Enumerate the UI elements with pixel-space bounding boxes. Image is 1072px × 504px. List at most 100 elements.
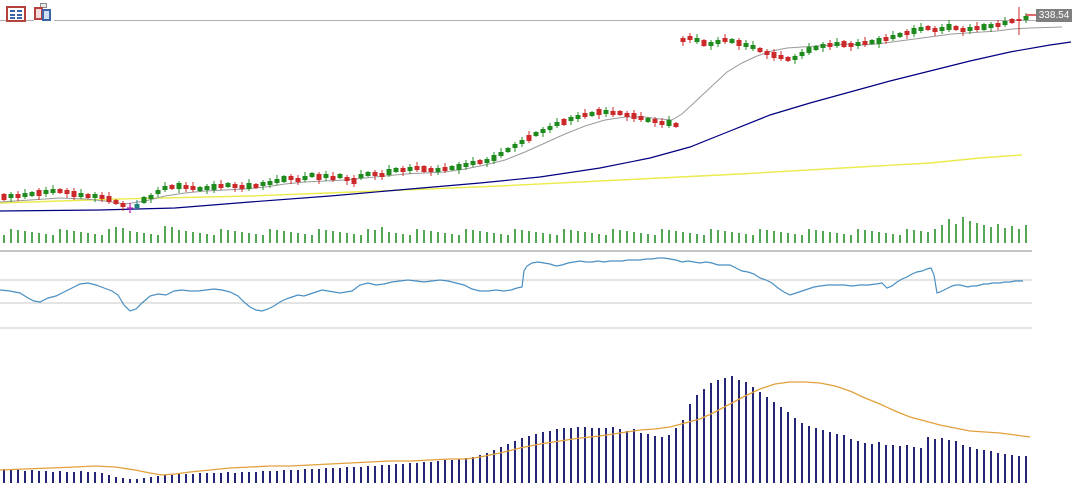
volume-bar — [472, 230, 474, 243]
volume-bar — [969, 221, 971, 243]
volume-bar — [430, 231, 432, 243]
volume-bar — [528, 231, 530, 243]
volume-bar — [962, 217, 964, 243]
volume-bar — [122, 228, 124, 243]
histogram-bar — [143, 478, 145, 483]
volume-bar — [885, 233, 887, 243]
histogram-bar — [906, 445, 908, 483]
candle-body — [36, 190, 42, 196]
candle-body — [267, 181, 273, 185]
candle-body — [456, 164, 462, 170]
histogram-bar — [73, 472, 75, 483]
candle-body — [134, 204, 140, 208]
histogram-bar — [500, 447, 502, 483]
histogram-bar — [451, 460, 453, 483]
histogram-bar — [528, 436, 530, 483]
volume-bar — [745, 234, 747, 243]
candle-body — [715, 40, 721, 44]
volume-bar — [192, 232, 194, 243]
histogram-bar — [892, 445, 894, 483]
volume-bar — [605, 235, 607, 243]
candle-body — [78, 193, 84, 197]
histogram-bar — [731, 376, 733, 483]
candle-body — [554, 122, 560, 126]
candle-body — [43, 190, 49, 194]
volume-bar — [143, 233, 145, 243]
volume-bar — [388, 232, 390, 243]
candle-body — [442, 167, 448, 171]
volume-bar — [227, 230, 229, 243]
volume-bar — [640, 233, 642, 243]
volume-bar — [570, 230, 572, 243]
histogram-bar — [486, 453, 488, 483]
candle-body — [743, 43, 749, 47]
histogram-bar — [388, 465, 390, 483]
fast-ma-line — [0, 26, 1063, 205]
candle-body — [708, 42, 714, 46]
long-ma-line — [0, 154, 1023, 204]
histogram-bar — [808, 426, 810, 483]
histogram-bar — [612, 427, 614, 483]
candle-body — [855, 42, 861, 46]
volume-bar — [675, 231, 677, 243]
histogram-bar — [794, 418, 796, 483]
signal-path — [0, 381, 1031, 476]
candle-body — [393, 168, 399, 172]
volume-bar — [549, 234, 551, 243]
grid-layer — [0, 250, 1032, 329]
histogram-bar — [927, 437, 929, 483]
volume-bar — [542, 233, 544, 243]
volume-bar — [507, 235, 509, 243]
chart-window-icon[interactable] — [34, 3, 54, 22]
candle-body — [575, 115, 581, 119]
candle-body — [918, 27, 924, 31]
volume-bar — [584, 232, 586, 243]
histogram-bar — [619, 429, 621, 483]
histogram-bar — [129, 479, 131, 483]
histogram-bar — [689, 404, 691, 483]
histogram-bar — [94, 472, 96, 483]
volume-bar — [395, 233, 397, 243]
histogram-bar — [164, 475, 166, 483]
candle-body — [50, 189, 56, 193]
data-table-icon[interactable] — [6, 6, 26, 22]
volume-bar — [724, 231, 726, 243]
volume-bar — [241, 232, 243, 243]
histogram-bar — [311, 469, 313, 483]
volume-bar — [24, 231, 26, 243]
histogram-bar — [941, 438, 943, 483]
volume-bar — [829, 232, 831, 243]
candle-body — [806, 47, 812, 53]
volume-bar — [710, 229, 712, 243]
volume-bar — [766, 230, 768, 243]
volume-bar — [248, 233, 250, 243]
candle-body — [190, 186, 196, 190]
histogram-bar — [878, 442, 880, 483]
candle-body — [246, 183, 252, 189]
volume-bar — [38, 233, 40, 243]
candle-body — [281, 176, 287, 182]
volume-bar — [668, 230, 670, 243]
histogram-bar — [738, 380, 740, 483]
histogram-bar — [381, 465, 383, 483]
candle-body — [386, 169, 392, 175]
histogram-bar — [773, 402, 775, 483]
volume-bar — [836, 233, 838, 243]
histogram-bar — [717, 380, 719, 483]
candle-body — [834, 42, 840, 46]
candle-body — [316, 174, 322, 180]
candle-body — [183, 185, 189, 189]
histogram-bar — [752, 387, 754, 483]
histogram-bar — [696, 395, 698, 483]
candle-body — [1016, 19, 1022, 21]
candle-body — [533, 132, 539, 136]
histogram-bar — [395, 464, 397, 483]
volume-bar — [234, 231, 236, 243]
histogram-bar — [171, 475, 173, 483]
volume-bar — [598, 234, 600, 243]
volume-bar — [297, 233, 299, 243]
histogram-bar — [206, 473, 208, 483]
histogram-bar — [444, 460, 446, 483]
candle-body — [876, 38, 882, 44]
